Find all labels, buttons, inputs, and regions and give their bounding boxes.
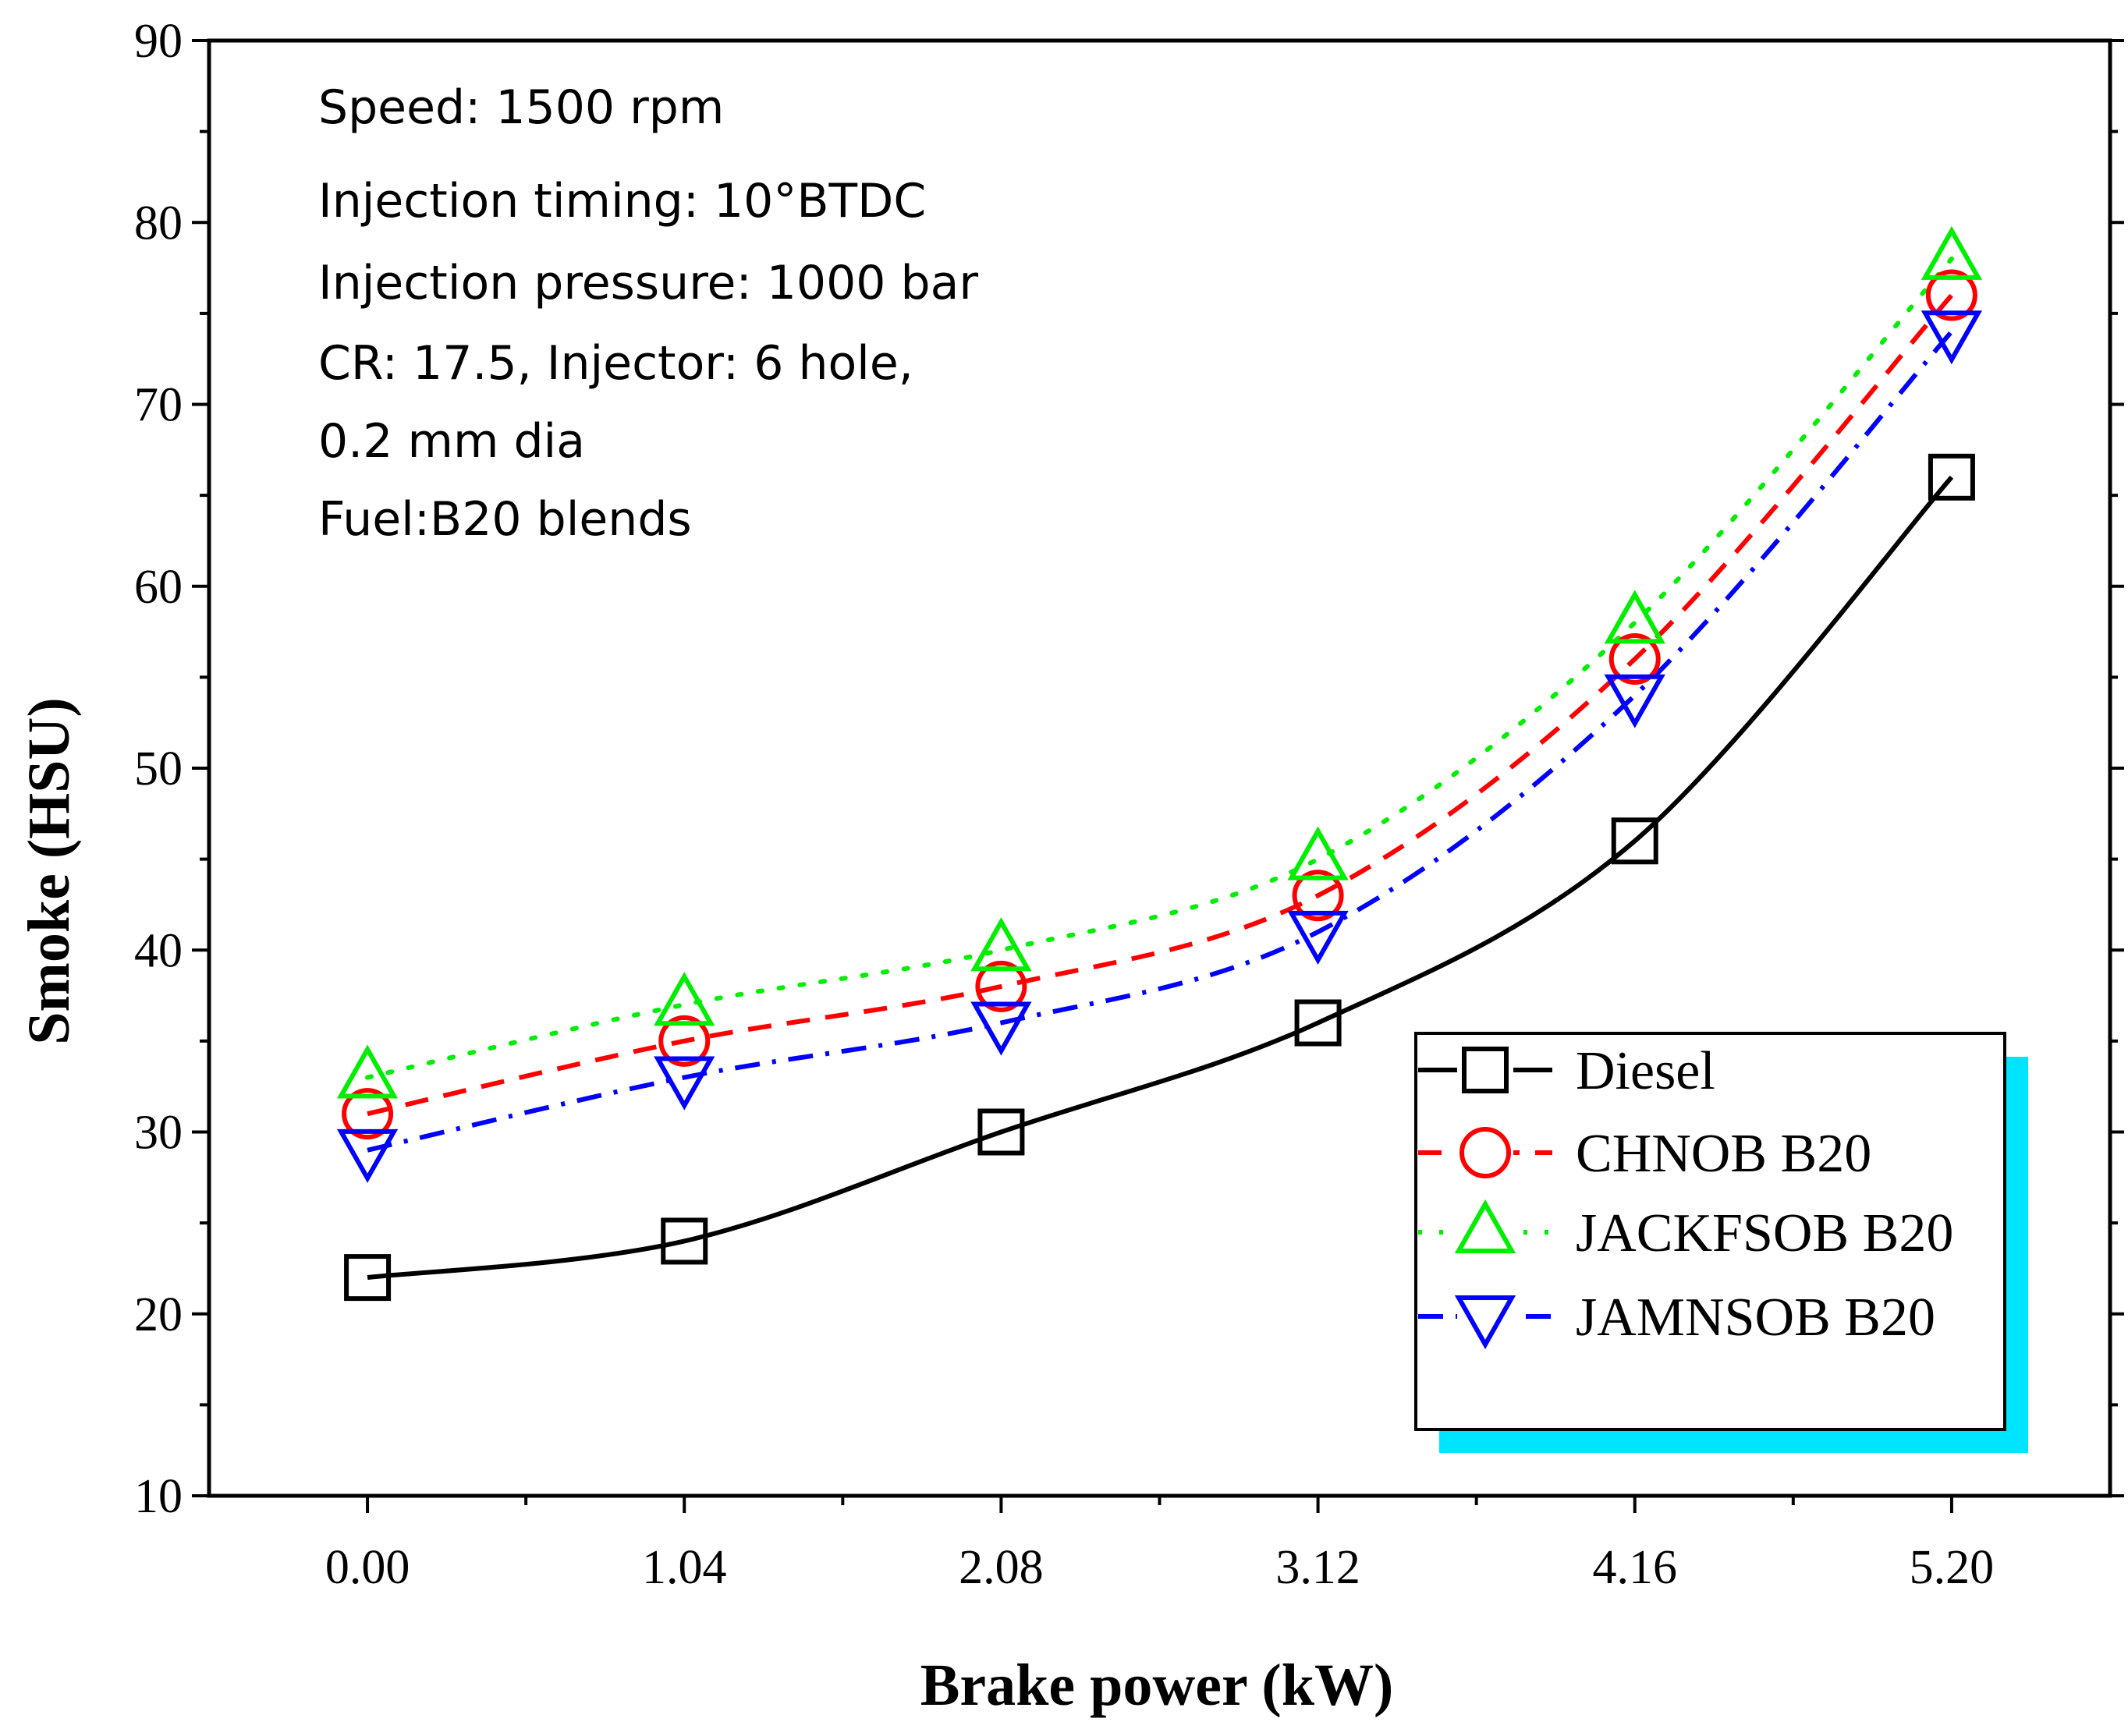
annotation-line: Speed: 1500 rpm (318, 80, 724, 135)
series-line-chnob-b20 (367, 293, 1954, 1117)
x-tick-label: 2.08 (959, 1541, 1044, 1594)
data-point-jamnsob-b20 (1604, 674, 1665, 728)
legend-marker-jackfsob-b20 (1454, 1199, 1516, 1253)
legend-label-jackfsob-b20: JACKFSOB B20 (1576, 1203, 1953, 1263)
x-tick-label: 5.20 (1910, 1541, 1995, 1594)
data-point-jamnsob-b20 (970, 1001, 1032, 1056)
data-point-jackfsob-b20 (1287, 826, 1349, 880)
data-point-diesel (661, 1217, 708, 1265)
markers-jamnsob-b20 (336, 310, 1983, 1183)
legend-label-diesel: Diesel (1576, 1041, 1715, 1101)
legend-item-chnob-b20: CHNOB B20 (1418, 1123, 1871, 1184)
data-point-chnob-b20 (975, 960, 1027, 1012)
legend-marker-chnob-b20 (1459, 1127, 1511, 1178)
series-layer (336, 225, 1983, 1302)
legend-item-jackfsob-b20: JACKFSOB B20 (1418, 1199, 1953, 1263)
x-tick-label: 3.12 (1275, 1541, 1360, 1594)
y-tick-label: 40 (134, 924, 183, 977)
annotation-line: CR: 17.5, Injector: 6 hole, (318, 336, 913, 391)
markers-diesel (344, 453, 1975, 1302)
data-point-diesel (977, 1108, 1025, 1156)
data-point-diesel (344, 1254, 392, 1302)
x-tick-label: 4.16 (1593, 1541, 1678, 1594)
y-tick-label: 30 (134, 1107, 183, 1160)
y-tick-label: 70 (134, 379, 183, 432)
y-tick-label: 10 (134, 1470, 183, 1523)
legend-label-chnob-b20: CHNOB B20 (1576, 1124, 1871, 1184)
legend-marker-diesel (1462, 1047, 1509, 1093)
data-point-diesel (1928, 453, 1975, 501)
data-point-chnob-b20 (342, 1088, 394, 1140)
series-diesel (367, 475, 1954, 1281)
data-point-chnob-b20 (1925, 269, 1977, 321)
legend-item-diesel: Diesel (1418, 1040, 1715, 1101)
annotation-line: Injection timing: 10°BTDC (318, 174, 926, 229)
data-point-jamnsob-b20 (1287, 910, 1349, 965)
data-point-chnob-b20 (658, 1015, 711, 1067)
legend-item-jamnsob-b20: JAMNSOB B20 (1418, 1287, 1935, 1350)
legend-marker-bg (1457, 1123, 1513, 1182)
markers-jackfsob-b20 (336, 225, 1983, 1099)
data-point-jackfsob-b20 (970, 917, 1032, 972)
legend-label-jamnsob-b20: JAMNSOB B20 (1576, 1288, 1935, 1348)
annotation-line: 0.2 mm dia (318, 414, 585, 469)
data-point-jackfsob-b20 (336, 1044, 399, 1099)
data-point-diesel (1611, 817, 1658, 865)
x-tick-label: 1.04 (642, 1541, 727, 1594)
legend-marker-jamnsob-b20 (1454, 1295, 1516, 1350)
data-point-diesel (1294, 999, 1342, 1047)
data-point-jackfsob-b20 (654, 972, 715, 1026)
data-point-jackfsob-b20 (1921, 225, 1983, 280)
series-line-diesel (367, 475, 1954, 1281)
data-point-chnob-b20 (1292, 870, 1344, 922)
markers-chnob-b20 (342, 269, 1977, 1140)
legend: Diesel CHNOB B20 JACKFSOB B20 JAMNSOB B20 (1414, 1032, 2028, 1453)
annotation-line: Injection pressure: 1000 bar (318, 256, 978, 310)
legend-box (1414, 1032, 2006, 1431)
y-tick-label: 20 (134, 1288, 183, 1341)
y-tick-label: 80 (134, 197, 183, 250)
data-point-jackfsob-b20 (1604, 590, 1665, 644)
series-jackfsob-b20 (365, 256, 1954, 1080)
y-tick-label: 60 (134, 561, 183, 614)
series-chnob-b20 (367, 293, 1954, 1117)
x-axis-title: Brake power (kW) (920, 1653, 1394, 1718)
annotation-line: Fuel:B20 blends (318, 492, 692, 547)
data-point-jamnsob-b20 (1921, 310, 1983, 365)
data-point-jamnsob-b20 (654, 1056, 715, 1111)
y-axis-title: Smoke (HSU) (16, 697, 82, 1044)
data-point-jamnsob-b20 (336, 1128, 399, 1183)
x-tick-label: 0.00 (325, 1541, 410, 1594)
axes-layer: 10 20 30 40 50 60 70 80 90 0.00 1.04 2.08 3.12 4.16 5.… (134, 15, 2124, 1594)
y-tick-label: 50 (134, 742, 183, 795)
y-tick-label: 90 (134, 15, 183, 68)
series-line-jackfsob-b20 (365, 256, 1954, 1080)
annotation-block: Speed: 1500 rpm Injection timing: 10°BTDC… (318, 80, 978, 547)
data-point-chnob-b20 (1608, 633, 1661, 686)
